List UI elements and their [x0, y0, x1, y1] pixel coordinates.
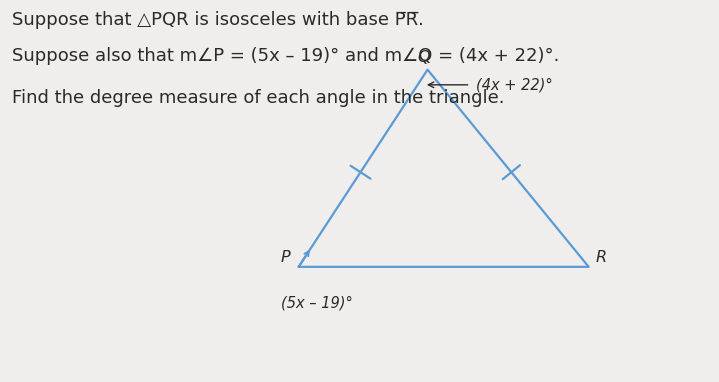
Text: (5x – 19)°: (5x – 19)° — [280, 295, 352, 310]
Text: Suppose that △PQR is isosceles with base P̅R̅.: Suppose that △PQR is isosceles with base… — [12, 11, 424, 29]
Text: R: R — [596, 250, 607, 265]
Text: P: P — [280, 250, 290, 265]
Text: (4x + 22)°: (4x + 22)° — [475, 77, 552, 92]
Text: Q: Q — [418, 50, 430, 65]
Text: Suppose also that m∠P = (5x – 19)° and m∠Q = (4x + 22)°.: Suppose also that m∠P = (5x – 19)° and m… — [12, 47, 559, 65]
Text: Find the degree measure of each angle in the triangle.: Find the degree measure of each angle in… — [12, 89, 505, 107]
